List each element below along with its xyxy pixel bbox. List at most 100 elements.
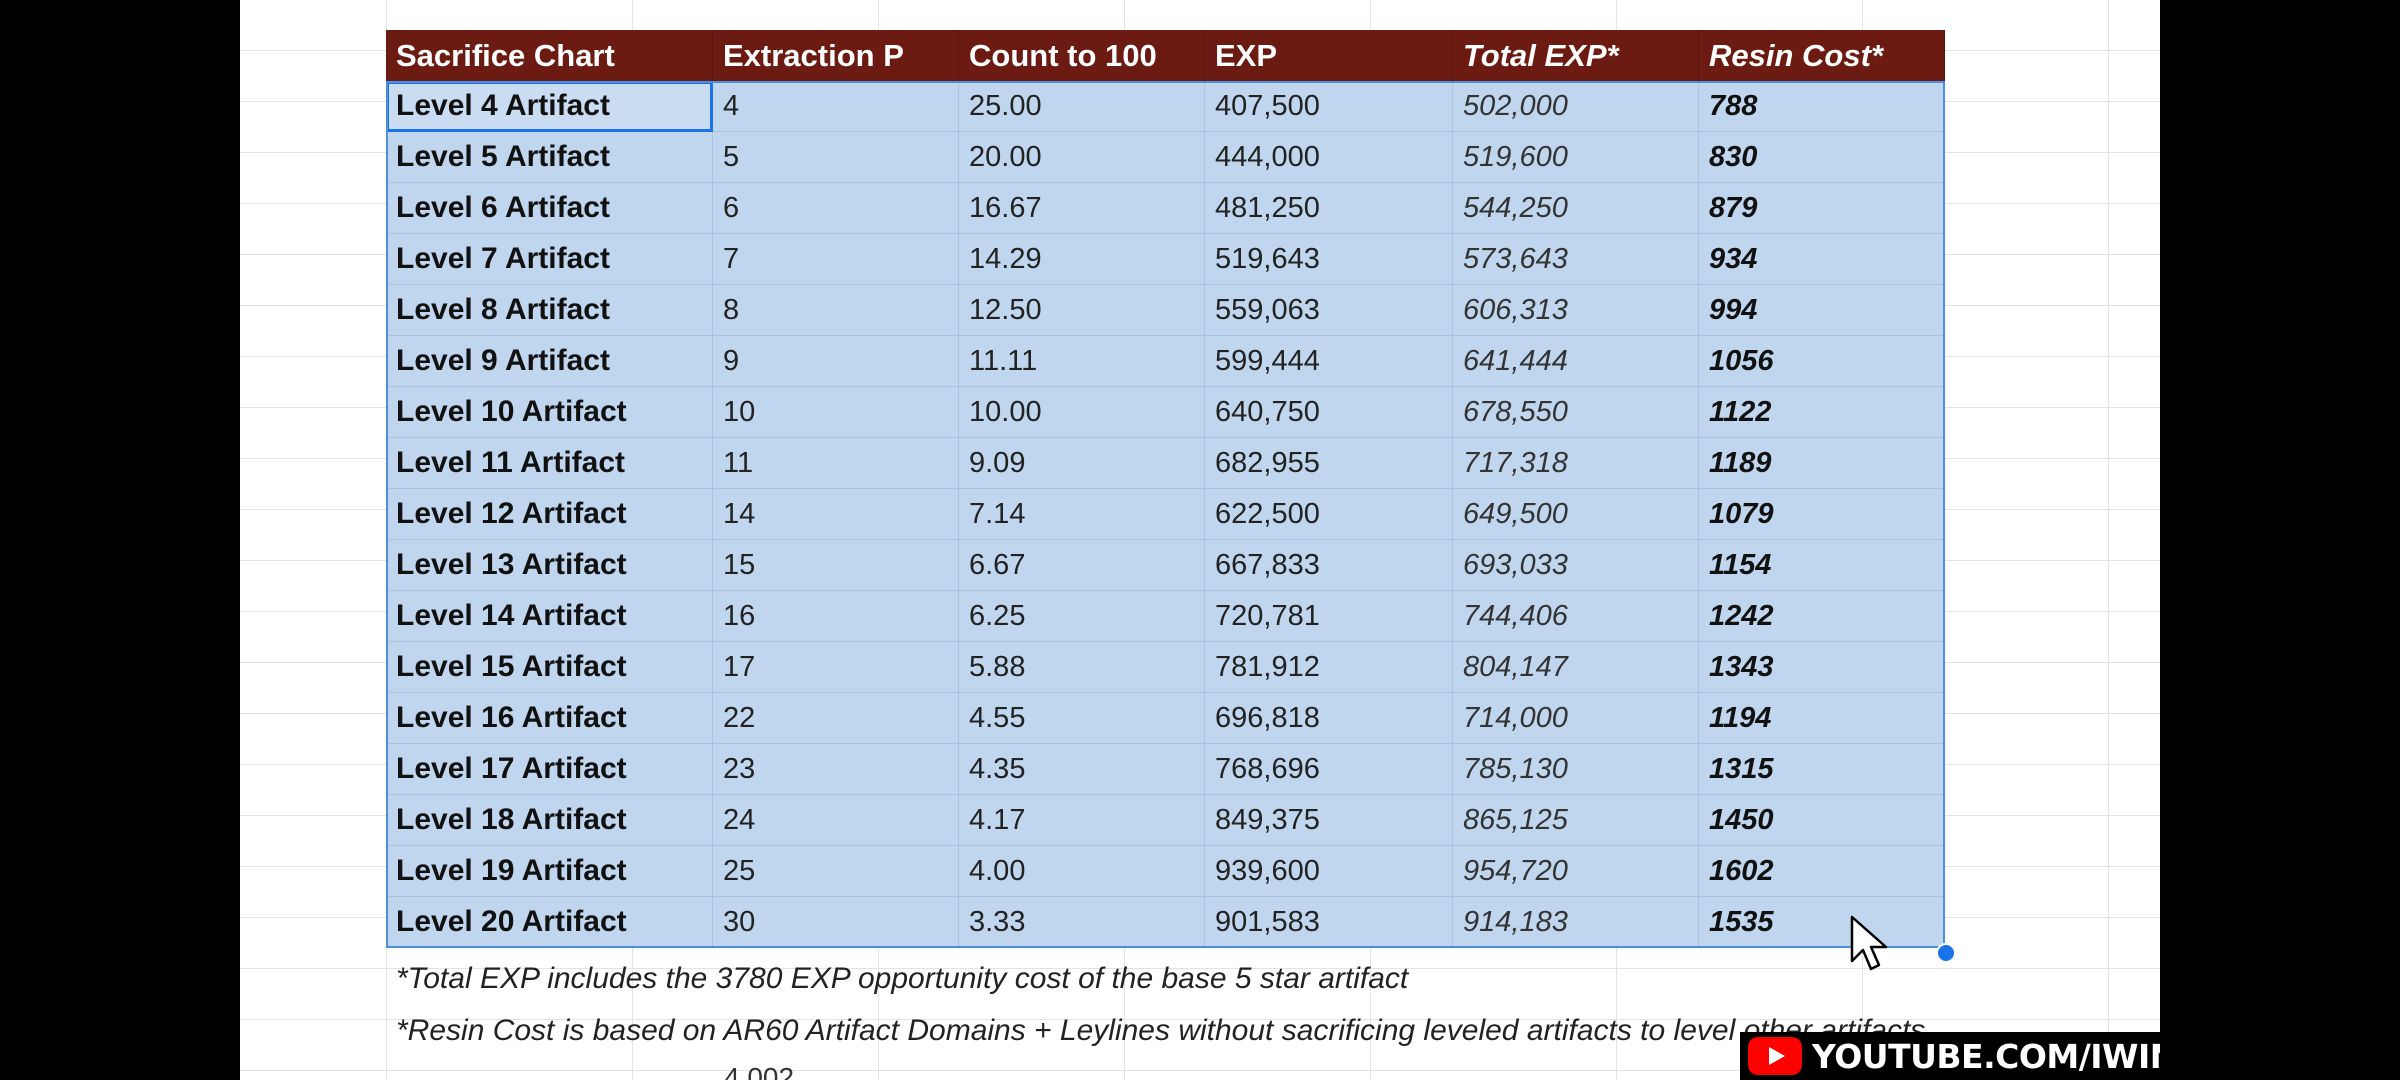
header-extraction-p[interactable]: Extraction P <box>713 30 959 81</box>
cell-exp[interactable]: 519,643 <box>1205 234 1453 285</box>
cell-total-exp[interactable]: 519,600 <box>1453 132 1699 183</box>
cell-exp[interactable]: 622,500 <box>1205 489 1453 540</box>
cell-total-exp[interactable]: 954,720 <box>1453 846 1699 897</box>
partial-cell-value[interactable]: 4,002 <box>724 1062 795 1080</box>
cell-total-exp[interactable]: 714,000 <box>1453 693 1699 744</box>
cell-artifact-level[interactable]: Level 6 Artifact <box>386 183 713 234</box>
cell-extraction-p[interactable]: 14 <box>713 489 959 540</box>
cell-exp[interactable]: 481,250 <box>1205 183 1453 234</box>
fill-handle[interactable] <box>1936 943 1956 963</box>
cell-extraction-p[interactable]: 9 <box>713 336 959 387</box>
cell-resin-cost[interactable]: 1056 <box>1699 336 1945 387</box>
note-total-exp[interactable]: *Total EXP includes the 3780 EXP opportu… <box>396 962 1409 995</box>
header-sacrifice-chart[interactable]: Sacrifice Chart <box>386 30 713 81</box>
cell-resin-cost[interactable]: 788 <box>1699 81 1945 132</box>
cell-count-to-100[interactable]: 4.35 <box>959 744 1205 795</box>
cell-extraction-p[interactable]: 5 <box>713 132 959 183</box>
cell-total-exp[interactable]: 544,250 <box>1453 183 1699 234</box>
cell-count-to-100[interactable]: 16.67 <box>959 183 1205 234</box>
header-exp[interactable]: EXP <box>1205 30 1453 81</box>
cell-count-to-100[interactable]: 3.33 <box>959 897 1205 948</box>
cell-extraction-p[interactable]: 8 <box>713 285 959 336</box>
cell-artifact-level[interactable]: Level 16 Artifact <box>386 693 713 744</box>
cell-exp[interactable]: 849,375 <box>1205 795 1453 846</box>
cell-extraction-p[interactable]: 10 <box>713 387 959 438</box>
cell-exp[interactable]: 720,781 <box>1205 591 1453 642</box>
cell-extraction-p[interactable]: 22 <box>713 693 959 744</box>
cell-count-to-100[interactable]: 9.09 <box>959 438 1205 489</box>
cell-exp[interactable]: 682,955 <box>1205 438 1453 489</box>
cell-resin-cost[interactable]: 1450 <box>1699 795 1945 846</box>
cell-exp[interactable]: 407,500 <box>1205 81 1453 132</box>
cell-resin-cost[interactable]: 879 <box>1699 183 1945 234</box>
cell-extraction-p[interactable]: 23 <box>713 744 959 795</box>
cell-exp[interactable]: 781,912 <box>1205 642 1453 693</box>
cell-artifact-level[interactable]: Level 9 Artifact <box>386 336 713 387</box>
cell-exp[interactable]: 599,444 <box>1205 336 1453 387</box>
cell-total-exp[interactable]: 744,406 <box>1453 591 1699 642</box>
cell-resin-cost[interactable]: 830 <box>1699 132 1945 183</box>
cell-extraction-p[interactable]: 25 <box>713 846 959 897</box>
cell-artifact-level[interactable]: Level 15 Artifact <box>386 642 713 693</box>
cell-total-exp[interactable]: 865,125 <box>1453 795 1699 846</box>
cell-artifact-level[interactable]: Level 19 Artifact <box>386 846 713 897</box>
cell-resin-cost[interactable]: 1343 <box>1699 642 1945 693</box>
cell-extraction-p[interactable]: 4 <box>713 81 959 132</box>
cell-total-exp[interactable]: 678,550 <box>1453 387 1699 438</box>
cell-total-exp[interactable]: 717,318 <box>1453 438 1699 489</box>
cell-resin-cost[interactable]: 994 <box>1699 285 1945 336</box>
cell-count-to-100[interactable]: 6.25 <box>959 591 1205 642</box>
cell-exp[interactable]: 640,750 <box>1205 387 1453 438</box>
cell-extraction-p[interactable]: 11 <box>713 438 959 489</box>
cell-exp[interactable]: 939,600 <box>1205 846 1453 897</box>
cell-extraction-p[interactable]: 30 <box>713 897 959 948</box>
cell-resin-cost[interactable]: 1079 <box>1699 489 1945 540</box>
cell-artifact-level[interactable]: Level 13 Artifact <box>386 540 713 591</box>
cell-total-exp[interactable]: 641,444 <box>1453 336 1699 387</box>
cell-count-to-100[interactable]: 20.00 <box>959 132 1205 183</box>
cell-exp[interactable]: 559,063 <box>1205 285 1453 336</box>
cell-artifact-level[interactable]: Level 20 Artifact <box>386 897 713 948</box>
header-resin-cost[interactable]: Resin Cost* <box>1699 30 1945 81</box>
cell-exp[interactable]: 901,583 <box>1205 897 1453 948</box>
cell-exp[interactable]: 667,833 <box>1205 540 1453 591</box>
cell-extraction-p[interactable]: 17 <box>713 642 959 693</box>
cell-extraction-p[interactable]: 15 <box>713 540 959 591</box>
cell-total-exp[interactable]: 502,000 <box>1453 81 1699 132</box>
cell-count-to-100[interactable]: 14.29 <box>959 234 1205 285</box>
cell-resin-cost[interactable]: 1189 <box>1699 438 1945 489</box>
cell-artifact-level[interactable]: Level 7 Artifact <box>386 234 713 285</box>
cell-resin-cost[interactable]: 1315 <box>1699 744 1945 795</box>
cell-artifact-level[interactable]: Level 18 Artifact <box>386 795 713 846</box>
cell-resin-cost[interactable]: 1535 <box>1699 897 1945 948</box>
cell-artifact-level[interactable]: Level 14 Artifact <box>386 591 713 642</box>
cell-total-exp[interactable]: 785,130 <box>1453 744 1699 795</box>
cell-resin-cost[interactable]: 1242 <box>1699 591 1945 642</box>
note-resin-cost[interactable]: *Resin Cost is based on AR60 Artifact Do… <box>396 1014 1926 1047</box>
cell-extraction-p[interactable]: 7 <box>713 234 959 285</box>
cell-count-to-100[interactable]: 11.11 <box>959 336 1205 387</box>
cell-artifact-level[interactable]: Level 17 Artifact <box>386 744 713 795</box>
cell-total-exp[interactable]: 914,183 <box>1453 897 1699 948</box>
cell-artifact-level[interactable]: Level 11 Artifact <box>386 438 713 489</box>
header-count-to-100[interactable]: Count to 100 <box>959 30 1205 81</box>
cell-total-exp[interactable]: 649,500 <box>1453 489 1699 540</box>
cell-count-to-100[interactable]: 7.14 <box>959 489 1205 540</box>
cell-extraction-p[interactable]: 16 <box>713 591 959 642</box>
cell-total-exp[interactable]: 693,033 <box>1453 540 1699 591</box>
cell-count-to-100[interactable]: 6.67 <box>959 540 1205 591</box>
cell-total-exp[interactable]: 573,643 <box>1453 234 1699 285</box>
cell-exp[interactable]: 696,818 <box>1205 693 1453 744</box>
cell-artifact-level[interactable]: Level 10 Artifact <box>386 387 713 438</box>
cell-exp[interactable]: 444,000 <box>1205 132 1453 183</box>
cell-exp[interactable]: 768,696 <box>1205 744 1453 795</box>
header-total-exp[interactable]: Total EXP* <box>1453 30 1699 81</box>
cell-artifact-level[interactable]: Level 8 Artifact <box>386 285 713 336</box>
cell-artifact-level[interactable]: Level 5 Artifact <box>386 132 713 183</box>
cell-count-to-100[interactable]: 4.55 <box>959 693 1205 744</box>
cell-extraction-p[interactable]: 24 <box>713 795 959 846</box>
cell-count-to-100[interactable]: 5.88 <box>959 642 1205 693</box>
cell-count-to-100[interactable]: 10.00 <box>959 387 1205 438</box>
cell-count-to-100[interactable]: 4.17 <box>959 795 1205 846</box>
cell-count-to-100[interactable]: 25.00 <box>959 81 1205 132</box>
